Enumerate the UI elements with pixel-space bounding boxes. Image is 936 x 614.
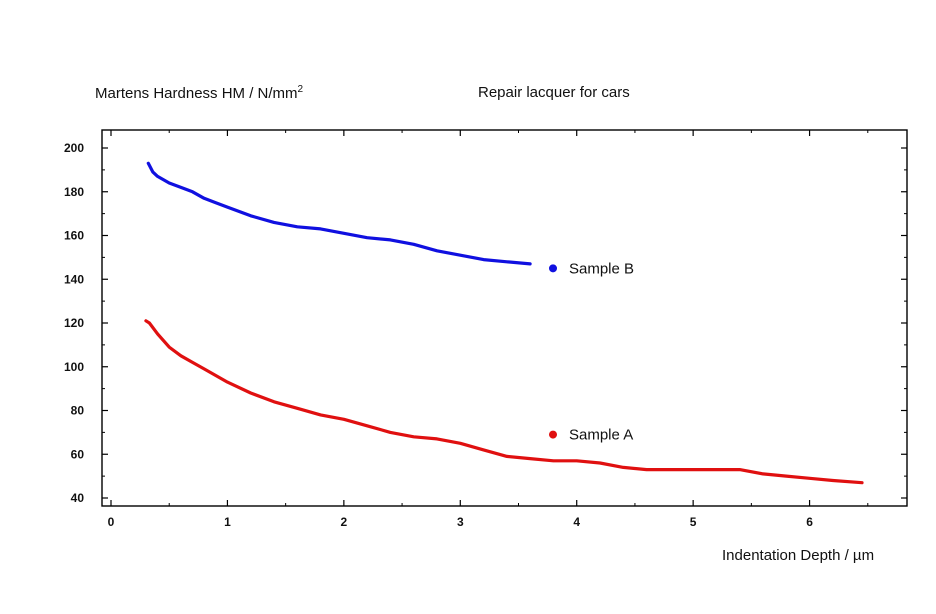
x-tick-label-3: 3: [457, 515, 464, 529]
legend-label-sample-a: Sample A: [569, 427, 633, 444]
legend-marker-sample-a: [549, 430, 557, 439]
legend-group: Sample B Sample A: [549, 260, 634, 444]
x-tick-label-0: 0: [108, 515, 115, 529]
y-axis-label-superscript: 2: [297, 84, 304, 95]
x-tick-label-1: 1: [224, 515, 231, 529]
y-tick-label-180: 180: [64, 185, 84, 199]
x-tick-label-4: 4: [573, 515, 580, 529]
series-group: [144, 161, 864, 485]
y-axis-label: Martens Hardness HM / N/mm2: [95, 84, 303, 102]
y-tick-label-140: 140: [64, 272, 84, 286]
chart-title: Repair lacquer for cars: [478, 84, 630, 101]
y-axis-label-text: Martens Hardness HM / N/mm: [95, 85, 298, 102]
axes-group: 0 1 2 3 4 5 6 40 60 80 100 120 140 160 180 200: [64, 130, 907, 529]
series-line-sample-a: [144, 319, 864, 485]
x-axis-label: Indentation Depth / µm: [722, 547, 875, 564]
y-tick-label-100: 100: [64, 360, 84, 374]
x-tick-label-2: 2: [341, 515, 348, 529]
plot-frame: [101, 129, 908, 507]
legend-marker-sample-b: [549, 264, 557, 273]
x-tick-label-6: 6: [806, 515, 813, 529]
y-tick-label-40: 40: [71, 491, 85, 505]
series-line-sample-b: [146, 161, 532, 266]
y-tick-label-80: 80: [71, 404, 85, 418]
y-tick-label-160: 160: [64, 229, 84, 243]
x-tick-label-5: 5: [690, 515, 697, 529]
y-tick-label-200: 200: [64, 141, 84, 155]
legend-label-sample-b: Sample B: [569, 260, 634, 277]
y-tick-label-120: 120: [64, 316, 84, 330]
y-tick-label-60: 60: [71, 447, 85, 461]
